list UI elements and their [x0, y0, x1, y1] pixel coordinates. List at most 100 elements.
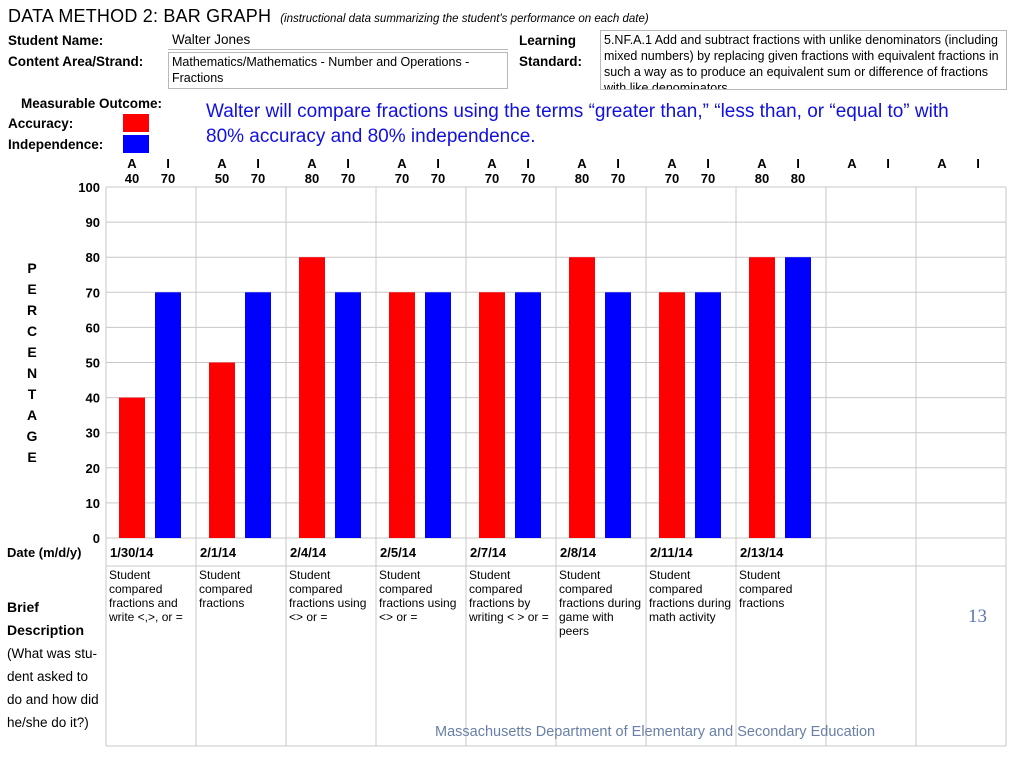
learning-label: Learning [519, 33, 577, 48]
column-header-accuracy: A [397, 156, 407, 171]
page-title: DATA METHOD 2: BAR GRAPH (instructional … [8, 6, 649, 27]
column-header-accuracy: A [577, 156, 587, 171]
title-text: DATA METHOD 2: BAR GRAPH [8, 6, 272, 26]
independence-swatch [123, 135, 149, 153]
column-header-independence: I [256, 156, 260, 171]
y-tick-label: 20 [86, 461, 100, 476]
y-tick-label: 10 [86, 496, 100, 511]
y-tick-label: 40 [86, 391, 100, 406]
student-name-value: Walter Jones [168, 30, 508, 50]
column-header-independence: I [706, 156, 710, 171]
data-label-independence: 70 [611, 171, 625, 186]
accuracy-swatch [123, 114, 149, 132]
content-area-value: Mathematics/Mathematics - Number and Ope… [168, 52, 508, 89]
description-cell: Student compared fractions using <> or = [379, 568, 457, 624]
brief-line-1: Brief [7, 599, 39, 615]
bar-independence [605, 292, 631, 538]
footer-text: Massachusetts Department of Elementary a… [435, 724, 876, 740]
page-number: 13 [968, 606, 987, 627]
description-cell: Student compared fractions by writing < … [469, 568, 549, 624]
x-tick-label: 2/5/14 [380, 545, 417, 560]
data-label-independence: 70 [341, 171, 355, 186]
standard-label: Standard: [519, 54, 583, 69]
y-axis-label-letter: E [27, 344, 37, 360]
data-label-accuracy: 70 [665, 171, 679, 186]
column-header-independence: I [616, 156, 620, 171]
bar-accuracy [299, 257, 325, 538]
x-tick-label: 2/8/14 [560, 545, 597, 560]
column-header-independence: I [886, 156, 890, 171]
x-axis-label: Date (m/d/y) [7, 545, 82, 560]
bar-accuracy [389, 292, 415, 538]
bar-independence [695, 292, 721, 538]
measurable-outcome-label: Measurable Outcome: [21, 96, 163, 111]
y-tick-label: 90 [86, 215, 100, 230]
column-header-accuracy: A [937, 156, 947, 171]
column-header-independence: I [346, 156, 350, 171]
y-tick-label: 100 [78, 180, 100, 195]
y-tick-label: 60 [86, 320, 100, 335]
y-axis-label-letter: A [26, 407, 38, 423]
y-axis-label-letter: T [27, 386, 37, 402]
column-header-accuracy: A [487, 156, 497, 171]
description-cell: Student compared fractions and write <,>… [109, 568, 183, 624]
y-tick-label: 80 [86, 250, 100, 265]
column-header-independence: I [796, 156, 800, 171]
brief-line-6: he/she do it?) [7, 715, 89, 730]
data-label-independence: 80 [791, 171, 805, 186]
y-tick-label: 70 [86, 285, 100, 300]
brief-description-label: Brief Description (What was stu- dent as… [7, 596, 105, 734]
x-tick-label: 2/4/14 [290, 545, 327, 560]
data-label-accuracy: 80 [755, 171, 769, 186]
brief-line-5: do and how did [7, 692, 99, 707]
x-tick-label: 2/11/14 [650, 545, 693, 560]
data-label-accuracy: 70 [395, 171, 409, 186]
independence-label: Independence: [8, 137, 104, 152]
column-header-accuracy: A [757, 156, 767, 171]
column-header-independence: I [976, 156, 980, 171]
bar-independence [515, 292, 541, 538]
data-label-independence: 70 [521, 171, 535, 186]
bar-independence [335, 292, 361, 538]
x-tick-label: 2/13/14 [740, 545, 784, 560]
accuracy-label: Accuracy: [8, 116, 74, 131]
y-axis-label-letter: R [26, 302, 38, 318]
bar-accuracy [749, 257, 775, 538]
data-label-accuracy: 80 [575, 171, 589, 186]
y-tick-label: 50 [86, 356, 100, 371]
bar-independence [155, 292, 181, 538]
data-label-accuracy: 70 [485, 171, 499, 186]
title-subtitle: (instructional data summarizing the stud… [280, 13, 649, 25]
description-cell: Student compared fractions using <> or = [289, 568, 367, 624]
column-header-independence: I [526, 156, 530, 171]
description-cell: Student compared fractions [199, 568, 253, 610]
column-header-accuracy: A [847, 156, 857, 171]
y-axis-label-letter: G [26, 428, 38, 444]
description-cell: Student compared fractions during game w… [559, 568, 642, 638]
description-cell: Student compared fractions during math a… [649, 568, 732, 624]
bar-independence [785, 257, 811, 538]
data-label-independence: 70 [251, 171, 265, 186]
column-header-independence: I [436, 156, 440, 171]
standard-text: 5.NF.A.1 Add and subtract fractions with… [600, 30, 1007, 90]
brief-line-2: Description [7, 622, 85, 638]
column-header-independence: I [166, 156, 170, 171]
bar-accuracy [209, 362, 235, 538]
y-axis-label-letter: E [27, 449, 37, 465]
x-tick-label: 1/30/14 [110, 545, 154, 560]
bar-accuracy [659, 292, 685, 538]
bar-accuracy [569, 257, 595, 538]
column-header-accuracy: A [667, 156, 677, 171]
y-axis-label-letter: C [26, 323, 38, 339]
student-name-label: Student Name: [8, 33, 104, 48]
x-tick-label: 2/1/14 [200, 545, 237, 560]
data-label-accuracy: 50 [215, 171, 229, 186]
y-tick-label: 0 [93, 531, 100, 546]
column-header-accuracy: A [307, 156, 317, 171]
y-axis-label-letter: P [27, 260, 37, 276]
y-axis-label-letter: N [26, 365, 38, 381]
brief-line-3: (What was stu- [7, 646, 98, 661]
bar-independence [245, 292, 271, 538]
